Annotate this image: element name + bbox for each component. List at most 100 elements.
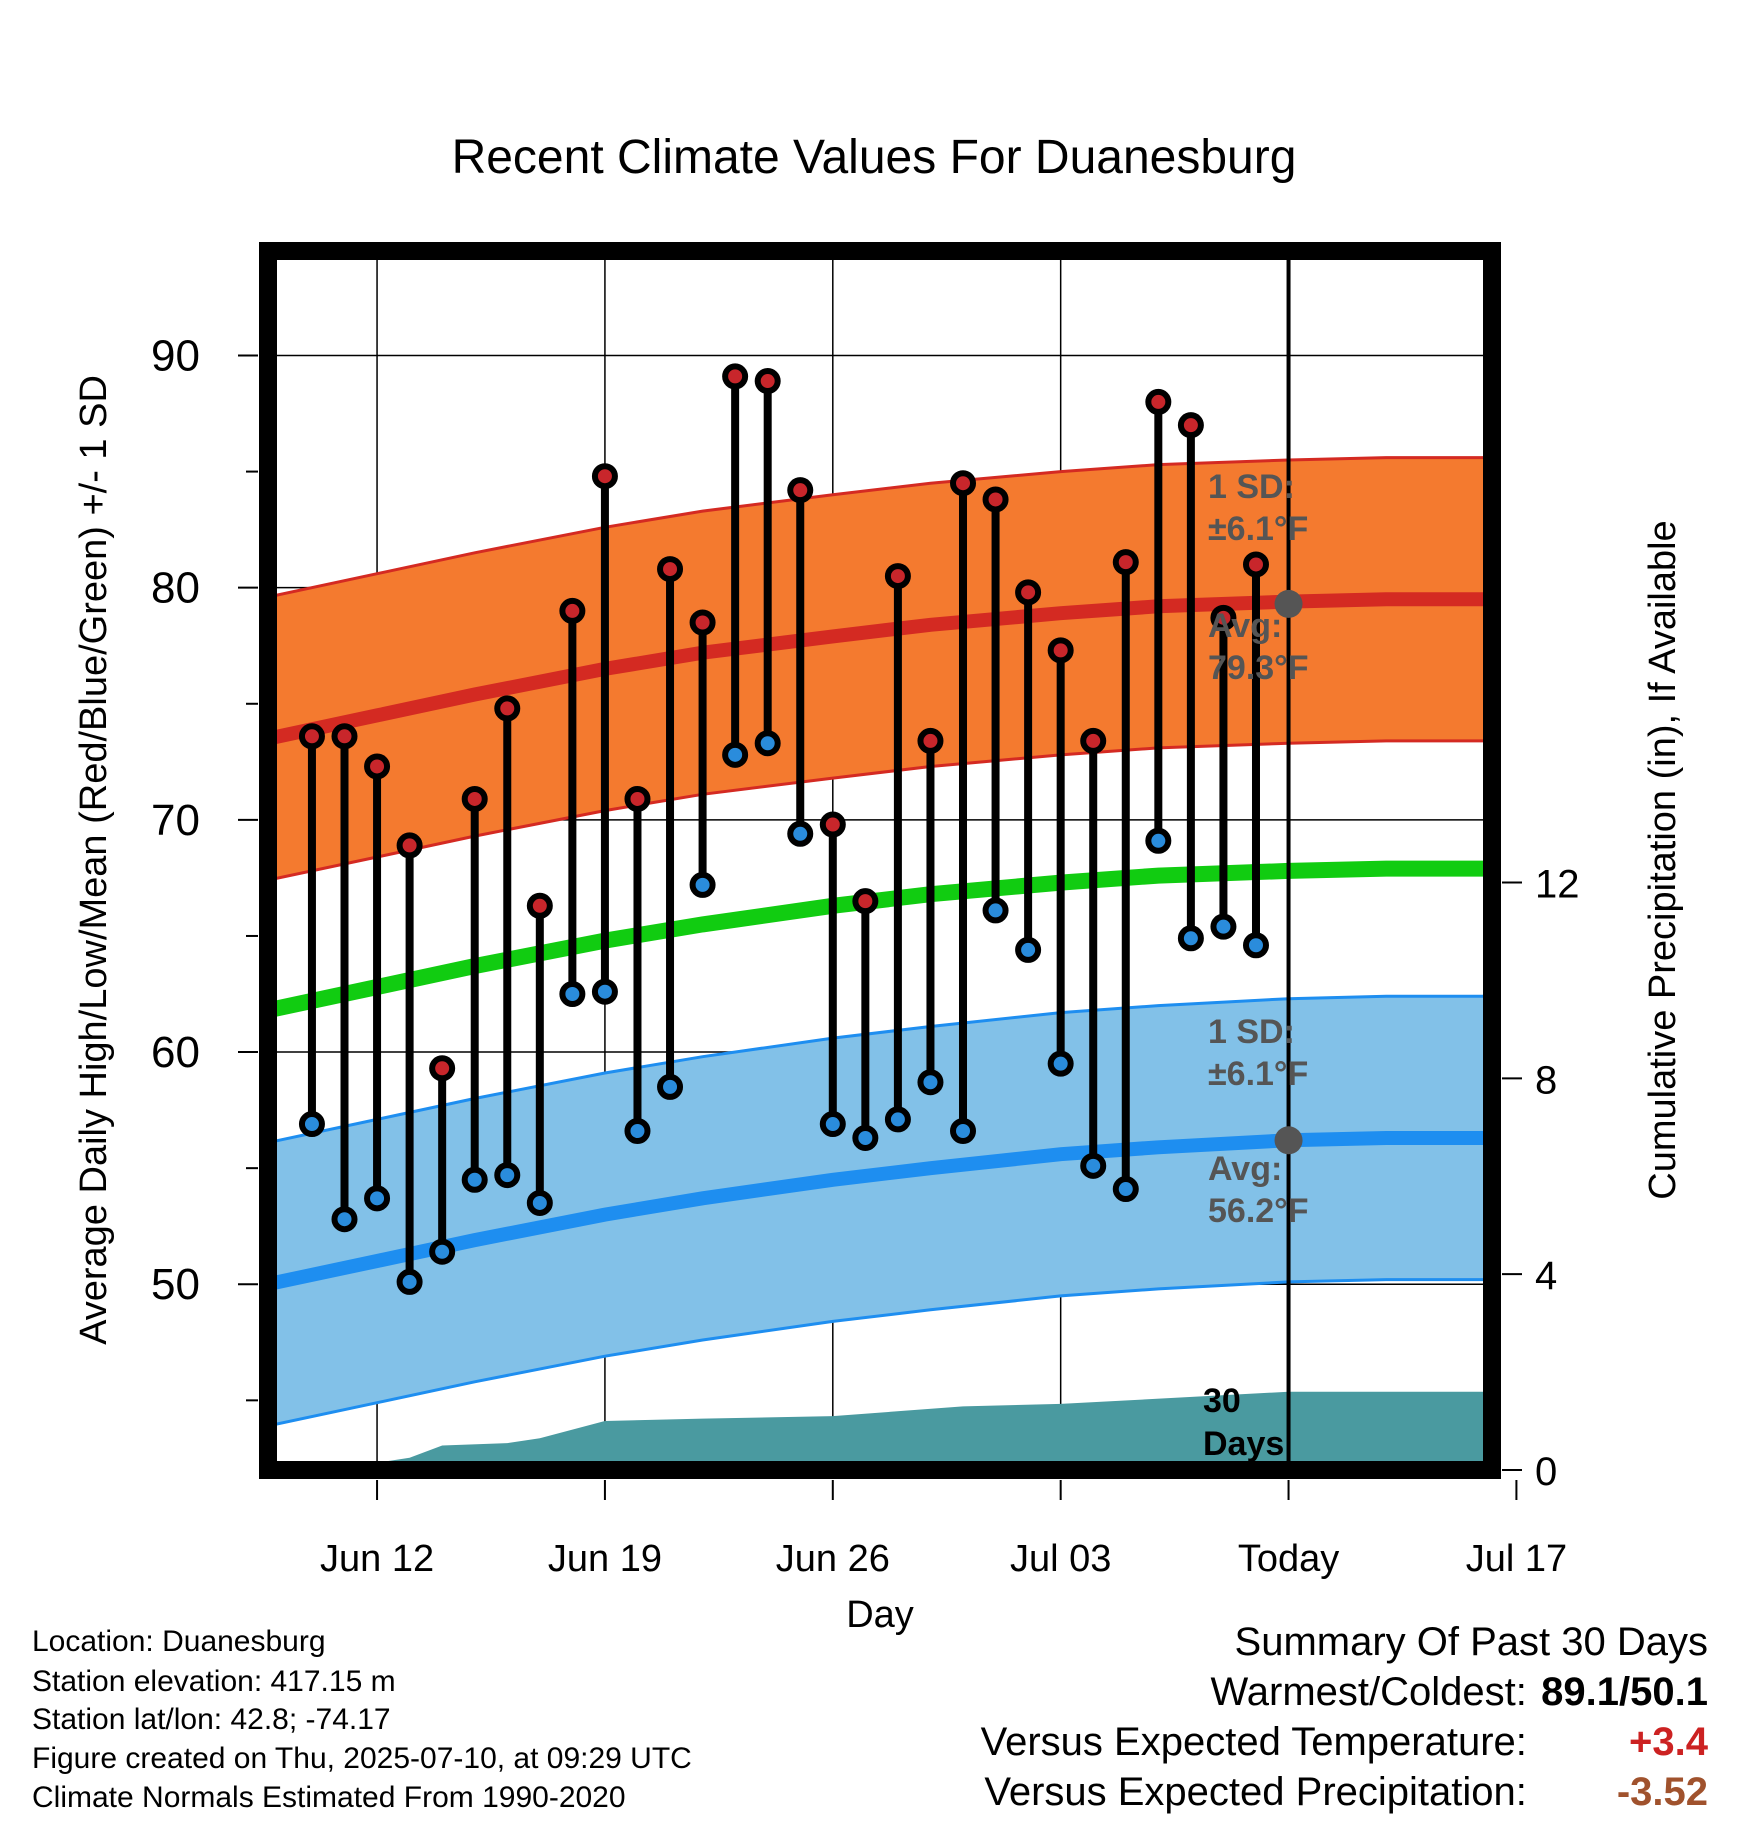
daily-low-point <box>1047 1050 1074 1077</box>
daily-high-point <box>526 892 553 919</box>
daily-low-point <box>754 730 781 757</box>
y2-axis-title: Cumulative Precipitation (in), If Availa… <box>1642 520 1684 1199</box>
daily-low-point <box>1015 936 1042 963</box>
daily-low-point <box>364 1185 391 1212</box>
y-tick-label: 60 <box>151 1028 200 1077</box>
y-tick-label: 80 <box>151 564 200 613</box>
created-text: Figure created on Thu, 2025-07-10, at 09… <box>32 1742 692 1775</box>
daily-high-point <box>461 785 488 812</box>
latlon-text: Station lat/lon: 42.8; -74.17 <box>32 1703 391 1736</box>
y2-tick-label: 12 <box>1535 863 1580 907</box>
summary-temp-label: Versus Expected Temperature: <box>980 1720 1527 1764</box>
low-avg-line <box>268 1131 1492 1292</box>
x-tick-label: Jun 26 <box>776 1538 890 1580</box>
daily-high-point <box>298 723 325 750</box>
normals-text: Climate Normals Estimated From 1990-2020 <box>32 1781 626 1814</box>
daily-low-point <box>559 981 586 1008</box>
y-tick-label: 90 <box>151 331 200 380</box>
mean-avg-line <box>268 860 1492 1019</box>
daily-low-point <box>396 1268 423 1295</box>
summary-temperature: Versus Expected Temperature: +3.4 <box>981 1720 1708 1765</box>
chart-title: Recent Climate Values For Duanesburg <box>451 131 1297 184</box>
daily-high-point <box>559 597 586 624</box>
daily-low-point <box>722 741 749 768</box>
high-sd-lower-edge <box>268 739 1492 882</box>
daily-high-point <box>494 695 521 722</box>
daily-low-point <box>1210 913 1237 940</box>
daily-low-point <box>884 1106 911 1133</box>
daily-high-point <box>819 811 846 838</box>
daily-low-point <box>819 1111 846 1138</box>
low-sd-band <box>268 996 1492 1426</box>
daily-high-point <box>950 470 977 497</box>
daily-low-point <box>526 1189 553 1216</box>
daily-high-point <box>787 477 814 504</box>
daily-low-point <box>1242 932 1269 959</box>
summary-heading: Summary Of Past 30 Days <box>1234 1620 1708 1664</box>
daily-low-point <box>331 1206 358 1233</box>
daily-high-point <box>1145 388 1172 415</box>
location-text: Location: Duanesburg <box>32 1625 326 1658</box>
daily-high-point <box>657 556 684 583</box>
daily-low-point <box>1177 925 1204 952</box>
daily-high-point <box>982 486 1009 513</box>
high-avg-label: Avg: <box>1208 607 1282 645</box>
y2-tick-label: 4 <box>1535 1254 1557 1298</box>
daily-low-point <box>624 1118 651 1145</box>
y-axis-title: Average Daily High/Low/Mean (Red/Blue/Gr… <box>73 375 115 1345</box>
today-days-number: 30 <box>1203 1382 1241 1420</box>
daily-high-point <box>429 1055 456 1082</box>
daily-high-point <box>852 888 879 915</box>
high-sd-upper-edge <box>268 456 1492 599</box>
y-tick-label: 50 <box>151 1260 200 1309</box>
daily-high-point <box>364 753 391 780</box>
daily-low-point <box>982 897 1009 924</box>
summary-precip-label: Versus Expected Precipitation: <box>984 1770 1527 1814</box>
daily-high-point <box>1047 637 1074 664</box>
today-low-avg-dot <box>1274 1126 1303 1155</box>
y2-tick-label: 0 <box>1535 1450 1557 1494</box>
low-sd-label: 1 SD: <box>1208 1013 1295 1051</box>
x-tick-label: Jun 19 <box>548 1538 662 1580</box>
today-days-label: Days <box>1203 1425 1284 1463</box>
low-avg-label: Avg: <box>1208 1150 1282 1188</box>
daily-high-point <box>591 463 618 490</box>
daily-low-point <box>657 1073 684 1100</box>
precipitation-area <box>279 1391 1492 1470</box>
daily-low-point <box>591 978 618 1005</box>
daily-high-point <box>1210 604 1237 631</box>
daily-low-point <box>917 1069 944 1096</box>
daily-high-point <box>1015 579 1042 606</box>
y2-tick-label: 8 <box>1535 1058 1557 1102</box>
y-tick-label: 70 <box>151 796 200 845</box>
elevation-text: Station elevation: 417.15 m <box>32 1665 396 1698</box>
daily-high-point <box>917 727 944 754</box>
daily-high-point <box>396 832 423 859</box>
daily-high-point <box>754 368 781 395</box>
daily-high-point <box>1177 412 1204 439</box>
summary-precip-value: -3.52 <box>1616 1770 1708 1814</box>
summary-temp-value: +3.4 <box>1629 1720 1708 1764</box>
daily-low-point <box>852 1124 879 1151</box>
plot-frame <box>259 242 1501 1479</box>
x-tick-label: Jun 12 <box>320 1538 434 1580</box>
daily-high-point <box>624 785 651 812</box>
daily-high-point <box>722 363 749 390</box>
summary-warmest-value: 89.1/50.1 <box>1541 1670 1708 1714</box>
high-sd-label: 1 SD: <box>1208 468 1295 506</box>
high-avg-value: 79.3°F <box>1208 649 1309 687</box>
daily-low-point <box>461 1166 488 1193</box>
daily-low-point <box>1112 1176 1139 1203</box>
daily-low-point <box>950 1118 977 1145</box>
daily-low-point <box>298 1111 325 1138</box>
high-avg-line <box>268 592 1492 746</box>
daily-low-point <box>1145 827 1172 854</box>
daily-high-point <box>1112 549 1139 576</box>
x-tick-label: Jul 03 <box>1010 1538 1111 1580</box>
low-sd-lower-edge <box>268 1278 1492 1428</box>
daily-low-point <box>429 1238 456 1265</box>
daily-high-point <box>331 723 358 750</box>
daily-high-point <box>1080 727 1107 754</box>
daily-low-point <box>1080 1152 1107 1179</box>
